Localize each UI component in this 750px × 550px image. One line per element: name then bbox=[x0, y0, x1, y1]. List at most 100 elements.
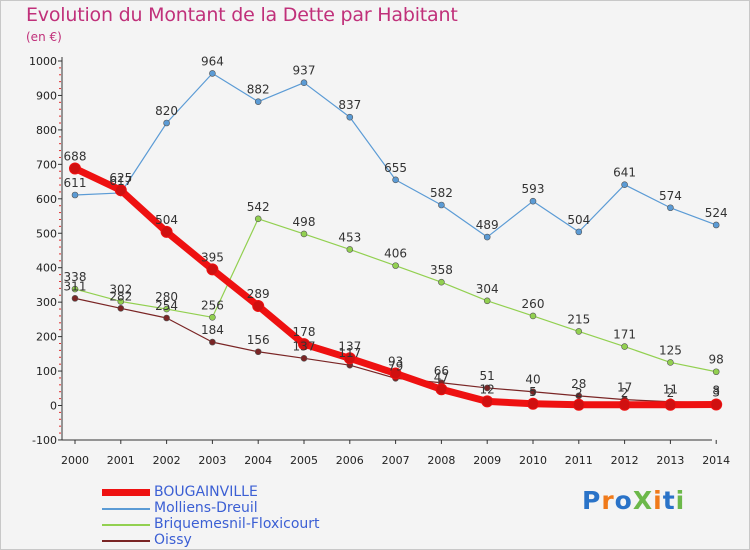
y-minor-tick bbox=[59, 294, 61, 296]
y-minor-tick bbox=[59, 398, 61, 400]
data-point-bougainville bbox=[710, 398, 723, 411]
x-tick-label: 2006 bbox=[336, 454, 364, 467]
data-point-briquemesnil-floxicourt bbox=[621, 343, 628, 350]
data-label-briquemesnil-floxicourt: 280 bbox=[155, 290, 178, 304]
x-tick-label: 2000 bbox=[61, 454, 89, 467]
data-point-bougainville bbox=[618, 398, 631, 411]
x-tick-label: 2008 bbox=[427, 454, 455, 467]
data-label-bougainville: 2 bbox=[621, 386, 629, 400]
data-point-briquemesnil-floxicourt bbox=[254, 215, 262, 223]
data-label-molliens-dreuil: 641 bbox=[613, 166, 636, 180]
y-minor-tick bbox=[59, 425, 61, 427]
y-minor-tick bbox=[59, 225, 61, 227]
y-minor-tick bbox=[59, 246, 61, 248]
y-minor-tick bbox=[59, 136, 61, 138]
data-label-oissy: 311 bbox=[64, 279, 87, 293]
data-point-bougainville bbox=[114, 184, 127, 197]
data-label-oissy: 156 bbox=[247, 333, 270, 347]
data-label-molliens-dreuil: 504 bbox=[567, 213, 590, 227]
y-minor-tick bbox=[59, 377, 61, 379]
data-point-bougainville bbox=[572, 398, 585, 411]
data-point-briquemesnil-floxicourt bbox=[346, 246, 354, 253]
y-minor-tick bbox=[59, 432, 61, 434]
data-point-bougainville bbox=[160, 225, 173, 238]
x-tick-label: 2003 bbox=[198, 454, 226, 467]
data-point-oissy bbox=[209, 338, 216, 346]
data-point-briquemesnil-floxicourt bbox=[667, 359, 674, 366]
data-label-bougainville: 625 bbox=[109, 171, 132, 185]
data-point-oissy bbox=[71, 295, 79, 302]
y-minor-tick bbox=[59, 218, 61, 220]
data-labels: 611 6178209648829378376555824895935046415… bbox=[64, 54, 728, 399]
data-label-oissy: 117 bbox=[338, 346, 361, 360]
y-minor-tick bbox=[59, 191, 61, 193]
legend-swatch-bougainville bbox=[102, 489, 150, 496]
data-label-bougainville: 137 bbox=[338, 339, 361, 353]
legend-swatch-briquemesnil-floxicourt bbox=[102, 524, 150, 526]
y-minor-tick bbox=[59, 150, 61, 152]
data-point-molliens-dreuil bbox=[392, 176, 399, 184]
y-tick-label: 900 bbox=[36, 89, 57, 102]
y-minor-tick bbox=[59, 418, 61, 420]
logo-letter: X bbox=[632, 486, 654, 515]
data-label-molliens-dreuil: 837 bbox=[338, 98, 361, 112]
y-tick-label: 200 bbox=[36, 331, 57, 344]
data-label-oissy: 254 bbox=[155, 299, 178, 313]
data-point-molliens-dreuil bbox=[529, 197, 537, 205]
y-minor-tick bbox=[59, 74, 61, 76]
data-point-molliens-dreuil bbox=[483, 233, 491, 241]
data-point-molliens-dreuil bbox=[163, 119, 170, 127]
logo-letter: o bbox=[614, 486, 633, 515]
series-layer bbox=[69, 70, 723, 411]
data-point-briquemesnil-floxicourt bbox=[712, 368, 720, 376]
data-point-molliens-dreuil bbox=[575, 228, 583, 236]
data-point-oissy bbox=[163, 314, 170, 322]
data-label-briquemesnil-floxicourt: 302 bbox=[109, 282, 132, 296]
data-label-oissy: 137 bbox=[293, 339, 316, 353]
legend-label-briquemesnil-floxicourt: Briquemesnil-Floxicourt bbox=[154, 516, 320, 532]
y-minor-tick bbox=[59, 329, 61, 331]
legend-label-molliens-dreuil: Molliens-Dreuil bbox=[154, 500, 258, 516]
y-minor-tick bbox=[59, 280, 61, 282]
data-label-bougainville: 178 bbox=[293, 325, 316, 339]
data-point-molliens-dreuil bbox=[71, 191, 79, 199]
y-minor-tick bbox=[59, 287, 61, 289]
data-point-molliens-dreuil bbox=[254, 98, 262, 105]
data-label-briquemesnil-floxicourt: 171 bbox=[613, 328, 636, 342]
y-minor-tick bbox=[59, 253, 61, 255]
data-label-molliens-dreuil: 882 bbox=[247, 83, 270, 97]
data-point-oissy bbox=[117, 305, 125, 312]
x-tick-label: 2002 bbox=[153, 454, 181, 467]
y-tick-label: 300 bbox=[36, 296, 57, 309]
y-minor-tick bbox=[59, 315, 61, 317]
data-label-briquemesnil-floxicourt: 406 bbox=[384, 247, 407, 261]
data-label-bougainville: 12 bbox=[480, 382, 495, 396]
data-label-oissy: 40 bbox=[525, 373, 540, 387]
data-label-molliens-dreuil: 655 bbox=[384, 161, 407, 175]
y-tick-label: 500 bbox=[36, 227, 57, 240]
y-minor-tick bbox=[59, 239, 61, 241]
data-point-bougainville bbox=[435, 383, 448, 396]
data-label-oissy: 51 bbox=[480, 369, 495, 383]
data-label-briquemesnil-floxicourt: 542 bbox=[247, 200, 270, 214]
legend-swatch-oissy bbox=[102, 540, 150, 542]
y-minor-tick bbox=[59, 356, 61, 358]
y-minor-tick bbox=[59, 363, 61, 365]
data-label-molliens-dreuil: 820 bbox=[155, 104, 178, 118]
data-label-oissy: 8 bbox=[712, 384, 720, 398]
data-label-bougainville: 47 bbox=[434, 370, 449, 384]
x-tick-label: 2010 bbox=[519, 454, 547, 467]
data-point-briquemesnil-floxicourt bbox=[117, 298, 125, 305]
data-label-bougainville: 3 bbox=[712, 385, 720, 399]
data-point-briquemesnil-floxicourt bbox=[209, 314, 216, 321]
logo-letter: r bbox=[601, 486, 615, 515]
data-point-briquemesnil-floxicourt bbox=[392, 262, 399, 269]
data-label-briquemesnil-floxicourt: 304 bbox=[476, 282, 499, 296]
data-label-bougainville: 289 bbox=[247, 287, 270, 301]
data-label-oissy: 79 bbox=[388, 359, 403, 373]
x-tick-label: 2007 bbox=[382, 454, 410, 467]
data-label-molliens-dreuil: 582 bbox=[430, 186, 453, 200]
unit-label: (en €) bbox=[26, 30, 62, 44]
